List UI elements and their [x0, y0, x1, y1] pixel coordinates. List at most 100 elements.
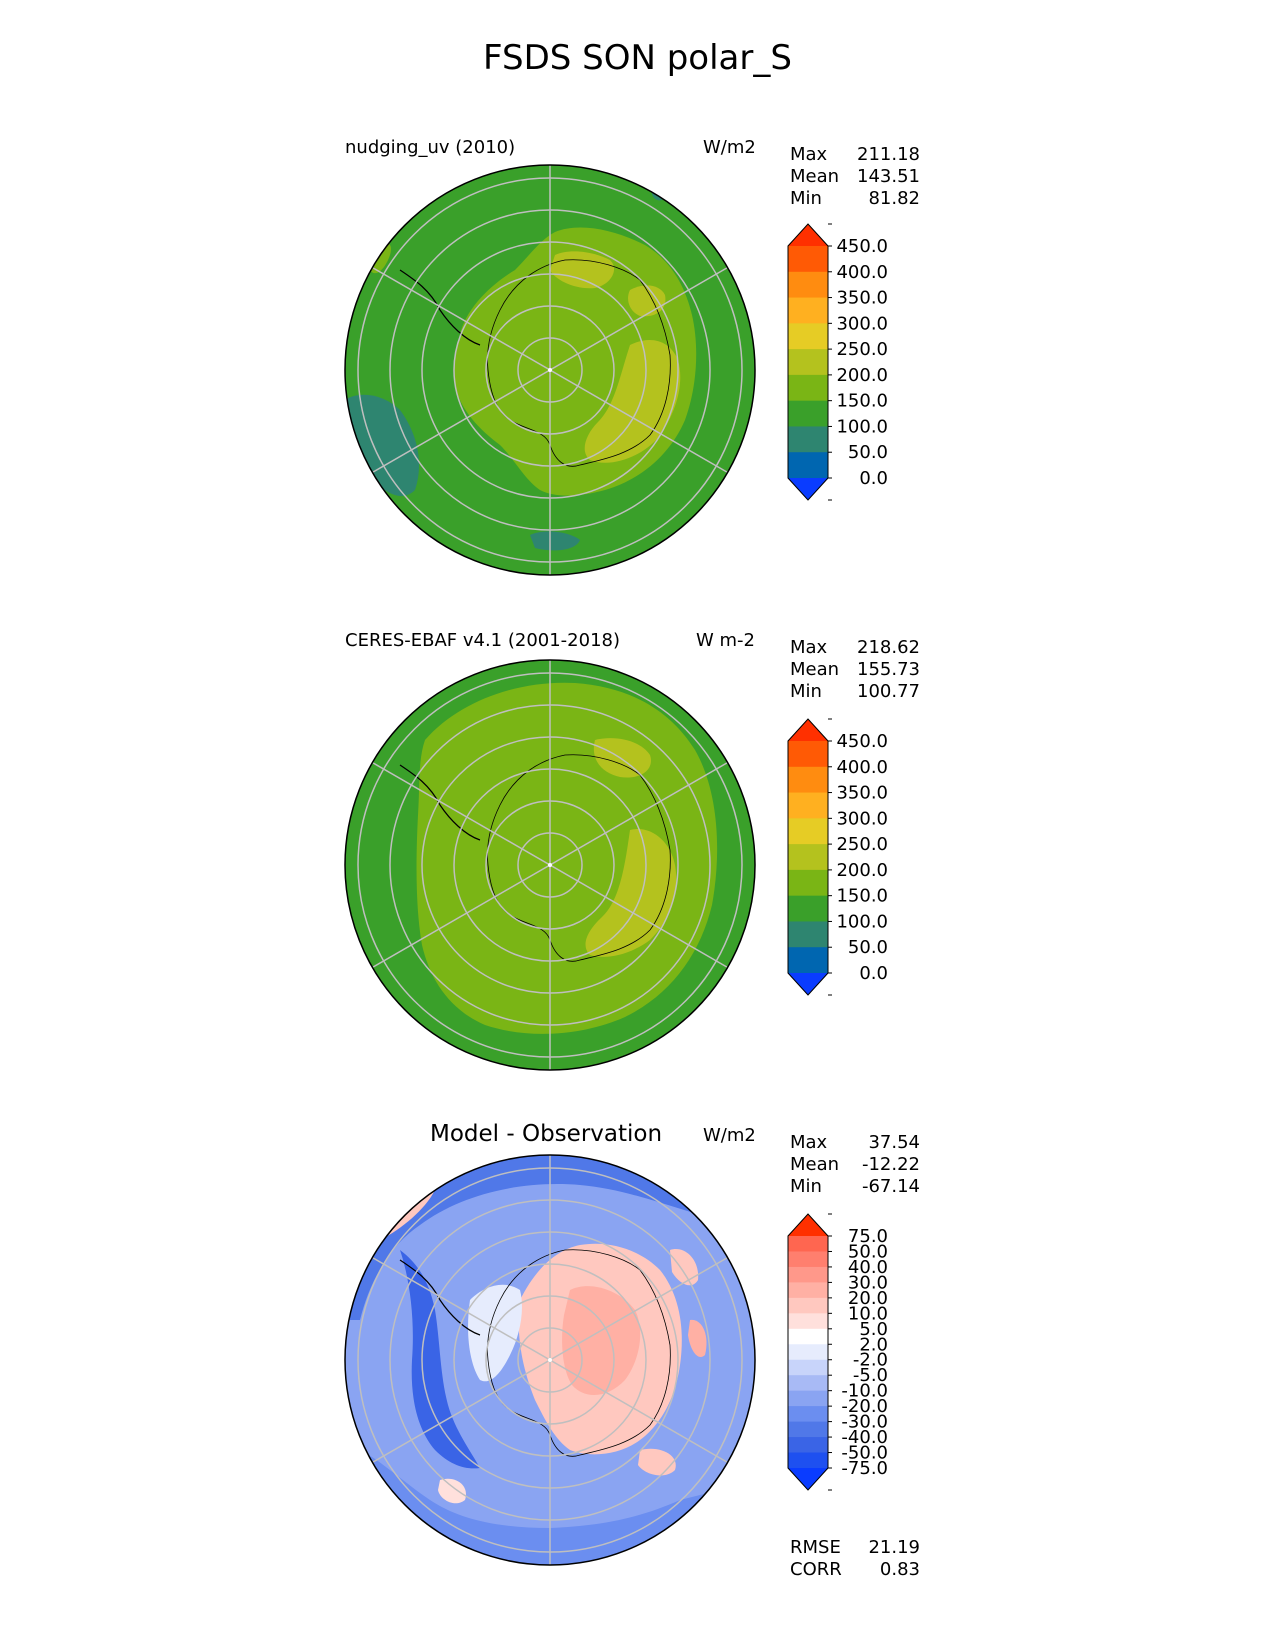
- colorbar-segment: [788, 1390, 828, 1407]
- colorbar-tick-label: 5.0: [859, 1319, 888, 1340]
- panel3-units: W/m2: [703, 1125, 756, 1146]
- panel2-polar-map: [344, 659, 756, 1071]
- colorbar-tick-label: 450.0: [836, 236, 888, 257]
- colorbar-tick-label: -2.0: [853, 1350, 888, 1371]
- colorbar-tick-label: 10.0: [848, 1303, 888, 1324]
- panel1-stat-label: Max: [790, 144, 828, 165]
- colorbar-segment: [788, 947, 828, 974]
- panel3-stat-label: Min: [790, 1176, 822, 1197]
- panel1-stat-label: Mean: [790, 166, 840, 187]
- rmse-value: 21.19: [868, 1537, 920, 1558]
- colorbar-extension-min: [788, 478, 828, 500]
- panel1-label: nudging_uv (2010): [345, 137, 516, 158]
- colorbar-segment: [788, 1452, 828, 1469]
- colorbar-segment: [788, 1328, 828, 1345]
- colorbar-segment: [788, 1282, 828, 1299]
- colorbar-extension-max: [788, 1214, 828, 1236]
- panel3-stat-value: 37.54: [868, 1132, 920, 1153]
- colorbar-tick-label: 0.0: [859, 468, 888, 489]
- colorbar-tick-label: 350.0: [836, 783, 888, 804]
- panel3-stat-label: Max: [790, 1132, 828, 1153]
- colorbar-tick-label: -30.0: [841, 1412, 888, 1433]
- colorbar-tick-label: 20.0: [848, 1288, 888, 1309]
- colorbar-segment: [788, 1406, 828, 1423]
- colorbar-tick-label: 50.0: [848, 1241, 888, 1262]
- colorbar-tick-label: -40.0: [841, 1427, 888, 1448]
- colorbar-segment: [788, 426, 828, 453]
- panel3-label: Model - Observation: [430, 1121, 663, 1147]
- panel2-units: W m-2: [696, 630, 756, 651]
- figure-title: FSDS SON polar_S: [483, 38, 792, 78]
- colorbar-segment: [788, 895, 828, 922]
- colorbar-segment: [788, 844, 828, 871]
- colorbar-tick-label: 400.0: [836, 757, 888, 778]
- colorbar-tick-label: 50.0: [848, 937, 888, 958]
- colorbar-tick-label: 40.0: [848, 1257, 888, 1278]
- colorbar-tick-label: 250.0: [836, 834, 888, 855]
- panel1-polar-map: [344, 164, 756, 576]
- colorbar-tick-label: 300.0: [836, 313, 888, 334]
- colorbar-segment: [788, 271, 828, 299]
- panel3-polar-map: [344, 1154, 756, 1566]
- colorbar-tick-label: 150.0: [836, 886, 888, 907]
- colorbar-tick-label: -50.0: [841, 1443, 888, 1464]
- colorbar-segment: [788, 921, 828, 948]
- colorbar-segment: [788, 1375, 828, 1392]
- colorbar-tick-label: -10.0: [841, 1381, 888, 1402]
- colorbar-segment: [788, 1344, 828, 1361]
- colorbar-tick-label: -5.0: [853, 1365, 888, 1386]
- colorbar-segment: [788, 1236, 828, 1252]
- colorbar-segment: [788, 297, 828, 324]
- colorbar-tick-label: 0.0: [859, 963, 888, 984]
- colorbar-segment: [788, 246, 828, 273]
- panel3-stats: Max 37.54 Mean -12.22 Min -67.14: [790, 1132, 920, 1198]
- colorbar-tick-label: 350.0: [836, 288, 888, 309]
- panel2-stat-value: 155.73: [857, 659, 920, 680]
- colorbar-tick-label: 250.0: [836, 339, 888, 360]
- colorbar-tick-label: -20.0: [841, 1396, 888, 1417]
- colorbar-tick-label: 200.0: [836, 860, 888, 881]
- colorbar-segment: [788, 452, 828, 479]
- panel1-stat-label: Min: [790, 188, 822, 209]
- colorbar-segment: [788, 869, 828, 897]
- colorbar-tick-label: 200.0: [836, 365, 888, 386]
- panel1-stats: Max 211.18 Mean 143.51 Min 81.82: [790, 144, 920, 210]
- colorbar-segment: [788, 1437, 828, 1454]
- colorbar-segment: [788, 818, 828, 845]
- colorbar-segment: [788, 323, 828, 350]
- colorbar-segment: [788, 400, 828, 427]
- colorbar-tick-label: -75.0: [841, 1458, 888, 1479]
- panel2-stats: Max 218.62 Mean 155.73 Min 100.77: [790, 637, 920, 703]
- panel1-stat-value: 81.82: [868, 188, 920, 209]
- colorbar-segment: [788, 1266, 828, 1283]
- colorbar-tick-label: 100.0: [836, 911, 888, 932]
- colorbar-segment: [788, 374, 828, 402]
- colorbar-segment: [788, 1421, 828, 1438]
- colorbar-segment: [788, 741, 828, 768]
- panel3-footer-stats: RMSE 21.19 CORR 0.83: [790, 1537, 920, 1581]
- colorbar-extension-min: [788, 973, 828, 995]
- panel2-stat-value: 100.77: [857, 681, 920, 702]
- colorbar-tick-label: 75.0: [848, 1226, 888, 1247]
- colorbar-segment: [788, 1359, 828, 1376]
- colorbar-segment: [788, 766, 828, 794]
- colorbar-extension-max: [788, 719, 828, 741]
- panel2-colorbar: 0.0 50.0 100.0 150.0 200.0 250.0 300.0 350.0 400…: [787, 718, 888, 996]
- panel3-stat-value: -12.22: [861, 1154, 920, 1175]
- colorbar-extension-max: [788, 224, 828, 246]
- colorbar-tick-label: 30.0: [848, 1272, 888, 1293]
- panel3-stat-label: Mean: [790, 1154, 840, 1175]
- panel2-stat-value: 218.62: [857, 637, 920, 658]
- colorbar-tick-label: 450.0: [836, 731, 888, 752]
- colorbar-tick-label: 100.0: [836, 416, 888, 437]
- colorbar-segment: [788, 1313, 828, 1330]
- corr-value: 0.83: [879, 1559, 920, 1580]
- panel2-label: CERES-EBAF v4.1 (2001-2018): [345, 630, 621, 651]
- panel1-stat-value: 143.51: [857, 166, 920, 187]
- panel1-stat-value: 211.18: [857, 144, 920, 165]
- colorbar-segment: [788, 1251, 828, 1268]
- corr-label: CORR: [790, 1559, 842, 1580]
- panel3-colorbar: -75.0-50.0-40.0-30.0-20.0-10.0-5.0-2.02.…: [787, 1213, 888, 1491]
- panel1-units: W/m2: [703, 137, 756, 158]
- colorbar-tick-label: 150.0: [836, 391, 888, 412]
